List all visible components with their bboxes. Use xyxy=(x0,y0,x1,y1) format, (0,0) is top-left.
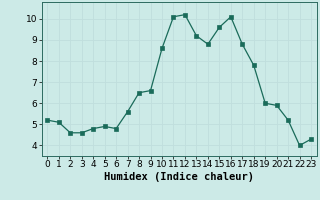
X-axis label: Humidex (Indice chaleur): Humidex (Indice chaleur) xyxy=(104,172,254,182)
